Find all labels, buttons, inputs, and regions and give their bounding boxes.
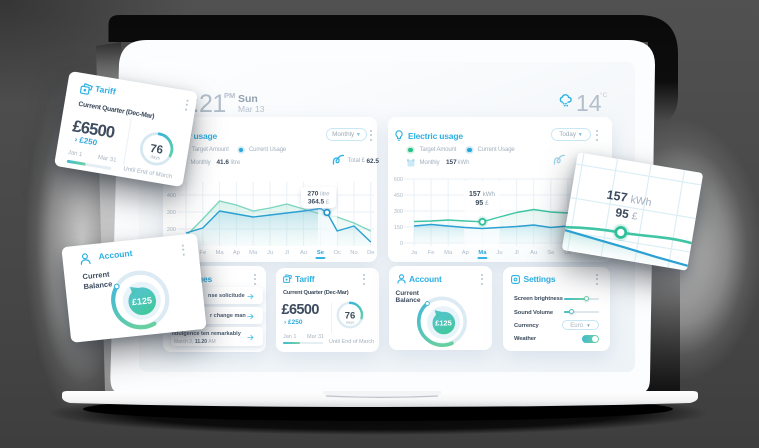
svg-text:De: De xyxy=(367,250,374,256)
svg-text:£125: £125 xyxy=(131,295,152,307)
svg-text:Oc: Oc xyxy=(333,250,341,256)
svg-text:0: 0 xyxy=(400,241,403,247)
svg-text:£125: £125 xyxy=(435,319,452,328)
svg-text:Ma: Ma xyxy=(444,250,453,256)
svg-text:157 kWh: 157 kWh xyxy=(469,191,496,198)
svg-text:450: 450 xyxy=(394,193,403,199)
svg-text:Ma: Ma xyxy=(478,250,487,256)
svg-text:95 £: 95 £ xyxy=(614,205,639,223)
svg-text:150: 150 xyxy=(394,225,403,231)
svg-text:76: 76 xyxy=(345,310,356,321)
svg-text:Au: Au xyxy=(530,250,537,256)
svg-text:200: 200 xyxy=(167,227,176,233)
svg-text:364.5 £: 364.5 £ xyxy=(308,199,330,206)
svg-text:300: 300 xyxy=(394,209,403,215)
svg-text:300: 300 xyxy=(167,210,176,216)
svg-text:days: days xyxy=(150,153,161,160)
svg-text:270 litre: 270 litre xyxy=(308,191,330,198)
svg-text:days: days xyxy=(346,319,354,324)
svg-text:400: 400 xyxy=(167,193,176,199)
svg-text:Oc: Oc xyxy=(564,250,572,256)
svg-text:Fe: Fe xyxy=(199,250,206,256)
svg-text:Ma: Ma xyxy=(216,250,225,256)
svg-text:Jl: Jl xyxy=(285,250,289,256)
svg-text:157 kWh: 157 kWh xyxy=(605,187,652,208)
svg-text:Ju: Ju xyxy=(496,250,502,256)
svg-text:No: No xyxy=(350,250,357,256)
svg-text:Jl: Jl xyxy=(515,250,519,256)
svg-text:95 £: 95 £ xyxy=(475,200,489,207)
svg-text:Ap: Ap xyxy=(462,250,469,256)
svg-text:Au: Au xyxy=(300,250,307,256)
svg-text:Fe: Fe xyxy=(428,250,435,256)
svg-text:Ja: Ja xyxy=(411,250,418,256)
svg-text:600: 600 xyxy=(394,177,403,183)
svg-text:Ju: Ju xyxy=(267,250,273,256)
svg-text:Ma: Ma xyxy=(249,250,258,256)
svg-text:Ap: Ap xyxy=(233,250,240,256)
svg-text:Se: Se xyxy=(317,250,325,256)
svg-text:76: 76 xyxy=(149,142,164,156)
svg-text:Se: Se xyxy=(547,250,554,256)
